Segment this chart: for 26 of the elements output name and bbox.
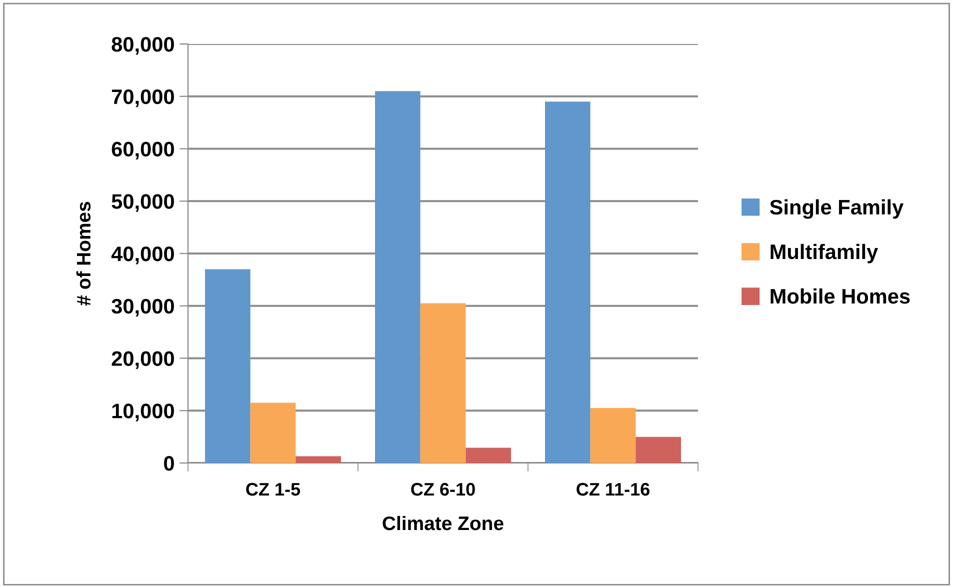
y-tick-label: 70,000 [112,89,174,108]
bar [466,448,511,463]
y-tick-label: 20,000 [112,351,174,370]
legend-label: Multifamily [770,244,878,264]
x-tick-label: CZ 6-10 [411,482,475,496]
y-tick-label: 80,000 [112,37,174,55]
y-tick-label: 30,000 [112,298,174,317]
bar [636,436,681,463]
x-tick-label: CZ 11-16 [576,482,650,496]
legend-label: Mobile Homes [770,288,910,304]
y-tick-label: 0 [164,456,174,471]
bar [420,303,466,463]
y-tick-label: 50,000 [112,194,174,212]
bar [296,456,341,463]
y-tick-label: 40,000 [111,246,174,264]
x-tick-label: CZ 1-5 [246,482,300,496]
y-axis-title: # of Homes [76,202,91,306]
y-tick-label: 10,000 [112,404,174,422]
bar [375,91,420,463]
y-tick-label: 60,000 [112,142,174,160]
bar [590,408,636,463]
bar [205,269,250,463]
legend-label: Single Family [770,199,904,219]
bar [250,402,296,463]
bar [545,102,590,463]
x-axis-title: Climate Zone [382,516,504,530]
